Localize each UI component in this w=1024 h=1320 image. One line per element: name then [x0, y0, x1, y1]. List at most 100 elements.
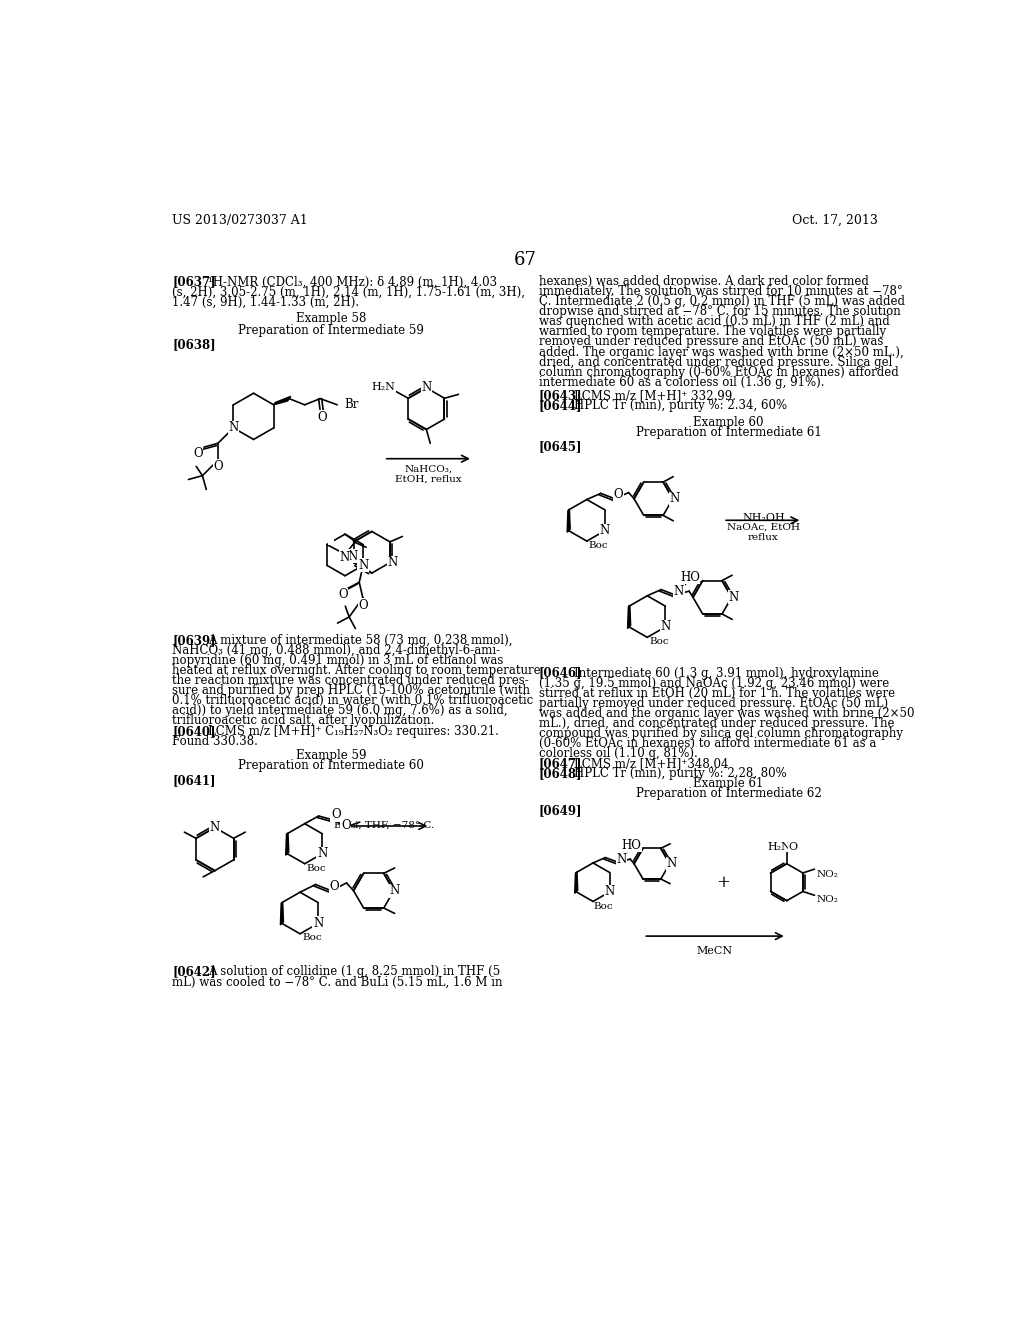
Text: NaHCO₃ (41 mg, 0.488 mmol), and 2,4-dimethyl-6-ami-: NaHCO₃ (41 mg, 0.488 mmol), and 2,4-dime…: [172, 644, 501, 657]
Text: N: N: [389, 884, 399, 898]
Text: O: O: [330, 879, 339, 892]
Text: column chromatography (0-60% EtOAc in hexanes) afforded: column chromatography (0-60% EtOAc in he…: [539, 366, 898, 379]
Text: partially removed under reduced pressure. EtOAc (50 mL): partially removed under reduced pressure…: [539, 697, 888, 710]
Text: Preparation of Intermediate 59: Preparation of Intermediate 59: [239, 323, 424, 337]
Text: N: N: [667, 857, 677, 870]
Text: Example 58: Example 58: [296, 313, 367, 326]
Text: O: O: [331, 808, 341, 821]
Text: 0.1% trifluoroacetic acid) in water (with 0.1% trifluoroacetic: 0.1% trifluoroacetic acid) in water (wit…: [172, 694, 534, 708]
Text: [0646]: [0646]: [539, 667, 583, 680]
Text: [0640]: [0640]: [172, 725, 216, 738]
Text: reflux: reflux: [749, 533, 779, 541]
Text: HPLC Tr (min), purity %: 2.28, 80%: HPLC Tr (min), purity %: 2.28, 80%: [574, 767, 787, 780]
Text: N: N: [340, 550, 350, 564]
Text: N: N: [358, 558, 369, 572]
Text: [0645]: [0645]: [539, 441, 583, 453]
Text: Boc: Boc: [594, 902, 613, 911]
Text: nopyridine (60 mg, 0.491 mmol) in 3 mL of ethanol was: nopyridine (60 mg, 0.491 mmol) in 3 mL o…: [172, 655, 504, 668]
Text: C. Intermediate 2 (0.5 g, 0.2 mmol) in THF (5 mL) was added: C. Intermediate 2 (0.5 g, 0.2 mmol) in T…: [539, 296, 905, 309]
Text: [0639]: [0639]: [172, 635, 216, 647]
Text: N: N: [313, 917, 324, 929]
Text: acid)) to yield intermediate 59 (6.0 mg, 7.6%) as a solid,: acid)) to yield intermediate 59 (6.0 mg,…: [172, 705, 508, 717]
Text: removed under reduced pressure and EtOAc (50 mL) was: removed under reduced pressure and EtOAc…: [539, 335, 883, 348]
Text: Boc: Boc: [649, 638, 669, 645]
Text: N: N: [600, 524, 610, 537]
Text: NaOAc, EtOH: NaOAc, EtOH: [727, 523, 800, 532]
Text: hexanes) was added dropwise. A dark red color formed: hexanes) was added dropwise. A dark red …: [539, 276, 868, 289]
Text: Intermediate 60 (1.3 g, 3.91 mmol), hydroxylamine: Intermediate 60 (1.3 g, 3.91 mmol), hydr…: [574, 667, 880, 680]
Text: BuLi, THF, −78° C.: BuLi, THF, −78° C.: [334, 821, 434, 829]
Polygon shape: [628, 606, 631, 628]
Polygon shape: [273, 396, 291, 405]
Polygon shape: [286, 833, 289, 855]
Text: Example 60: Example 60: [693, 416, 764, 429]
Text: (1.35 g, 19.5 mmol) and NaOAc (1.92 g, 23.46 mmol) were: (1.35 g, 19.5 mmol) and NaOAc (1.92 g, 2…: [539, 677, 889, 689]
Text: [0643]: [0643]: [539, 388, 583, 401]
Text: mL.), dried, and concentrated under reduced pressure. The: mL.), dried, and concentrated under redu…: [539, 717, 894, 730]
Text: trifluoroacetic acid salt, after lyophilization.: trifluoroacetic acid salt, after lyophil…: [172, 714, 434, 727]
Text: N: N: [604, 886, 614, 899]
Text: A mixture of intermediate 58 (73 mg, 0.238 mmol),: A mixture of intermediate 58 (73 mg, 0.2…: [208, 635, 512, 647]
Text: O: O: [358, 599, 368, 612]
Text: 67: 67: [513, 251, 537, 269]
Text: N: N: [387, 556, 397, 569]
Text: HO: HO: [680, 570, 699, 583]
Polygon shape: [281, 902, 284, 925]
Text: Preparation of Intermediate 60: Preparation of Intermediate 60: [239, 759, 424, 772]
Text: N: N: [317, 847, 328, 861]
Text: LCMS m/z [M+H]⁺ C₁₉H₂₇N₃O₂ requires: 330.21.: LCMS m/z [M+H]⁺ C₁₉H₂₇N₃O₂ requires: 330…: [208, 725, 499, 738]
Polygon shape: [567, 510, 570, 532]
Text: O: O: [213, 459, 223, 473]
Text: ¹H-NMR (CDCl₃, 400 MHz): δ 4.89 (m, 1H), 4.03: ¹H-NMR (CDCl₃, 400 MHz): δ 4.89 (m, 1H),…: [208, 276, 497, 289]
Text: NO₂: NO₂: [817, 895, 839, 903]
Text: 1.47 (s, 9H), 1.44-1.33 (m, 2H).: 1.47 (s, 9H), 1.44-1.33 (m, 2H).: [172, 296, 359, 309]
Text: Boc: Boc: [302, 933, 322, 942]
Text: Example 59: Example 59: [296, 748, 367, 762]
Text: Example 61: Example 61: [693, 776, 764, 789]
Text: [0642]: [0642]: [172, 965, 216, 978]
Text: LCMS m/z [M+H]⁺ 332.99.: LCMS m/z [M+H]⁺ 332.99.: [574, 388, 736, 401]
Text: EtOH, reflux: EtOH, reflux: [395, 475, 462, 484]
Text: H₂N: H₂N: [767, 842, 791, 851]
Text: Boc: Boc: [306, 863, 326, 873]
Text: N: N: [616, 853, 627, 866]
Text: [0648]: [0648]: [539, 767, 583, 780]
Text: [0647]: [0647]: [539, 756, 583, 770]
Text: compound was purified by silica gel column chromatography: compound was purified by silica gel colu…: [539, 726, 903, 739]
Text: [0637]: [0637]: [172, 276, 216, 289]
Text: NaHCO₃,: NaHCO₃,: [404, 465, 453, 474]
Text: added. The organic layer was washed with brine (2×50 mL.),: added. The organic layer was washed with…: [539, 346, 903, 359]
Text: colorless oil (1.10 g, 81%).: colorless oil (1.10 g, 81%).: [539, 747, 697, 760]
Text: dropwise and stirred at −78° C. for 15 minutes. The solution: dropwise and stirred at −78° C. for 15 m…: [539, 305, 900, 318]
Text: warmed to room temperature. The volatiles were partially: warmed to room temperature. The volatile…: [539, 326, 886, 338]
Text: N: N: [210, 821, 220, 834]
Text: [0641]: [0641]: [172, 775, 216, 788]
Text: NO₂: NO₂: [817, 870, 839, 879]
Text: Preparation of Intermediate 62: Preparation of Intermediate 62: [636, 788, 821, 800]
Text: N: N: [728, 591, 738, 603]
Text: A solution of collidine (1 g, 8.25 mmol) in THF (5: A solution of collidine (1 g, 8.25 mmol)…: [208, 965, 500, 978]
Text: (0-60% EtOAc in hexanes) to afford intermediate 61 as a: (0-60% EtOAc in hexanes) to afford inter…: [539, 737, 877, 750]
Text: the reaction mixture was concentrated under reduced pres-: the reaction mixture was concentrated un…: [172, 675, 529, 688]
Text: LCMS m/z [M+H]⁺348.04: LCMS m/z [M+H]⁺348.04: [574, 756, 729, 770]
Text: heated at reflux overnight. After cooling to room temperature: heated at reflux overnight. After coolin…: [172, 664, 541, 677]
Text: Found 330.38.: Found 330.38.: [172, 735, 258, 748]
Text: HPLC Tr (min), purity %: 2.34, 60%: HPLC Tr (min), purity %: 2.34, 60%: [574, 399, 787, 412]
Text: sure and purified by prep HPLC (15-100% acetonitrile (with: sure and purified by prep HPLC (15-100% …: [172, 684, 530, 697]
Text: O: O: [788, 842, 798, 851]
Text: [0649]: [0649]: [539, 804, 583, 817]
Text: was quenched with acetic acid (0.5 mL) in THF (2 mL) and: was quenched with acetic acid (0.5 mL) i…: [539, 315, 890, 329]
Text: US 2013/0273037 A1: US 2013/0273037 A1: [172, 214, 308, 227]
Text: H₂N: H₂N: [372, 383, 395, 392]
Text: N: N: [421, 381, 431, 395]
Text: O: O: [193, 446, 203, 459]
Text: HO: HO: [621, 838, 641, 851]
Text: N: N: [228, 421, 239, 434]
Text: N: N: [670, 492, 680, 506]
Text: [0644]: [0644]: [539, 399, 583, 412]
Text: O: O: [338, 589, 348, 601]
Text: Oct. 17, 2013: Oct. 17, 2013: [792, 214, 878, 227]
Text: MeCN: MeCN: [696, 946, 733, 956]
Text: stirred at reflux in EtOH (20 mL) for 1 h. The volatiles were: stirred at reflux in EtOH (20 mL) for 1 …: [539, 686, 895, 700]
Text: O: O: [613, 487, 624, 500]
